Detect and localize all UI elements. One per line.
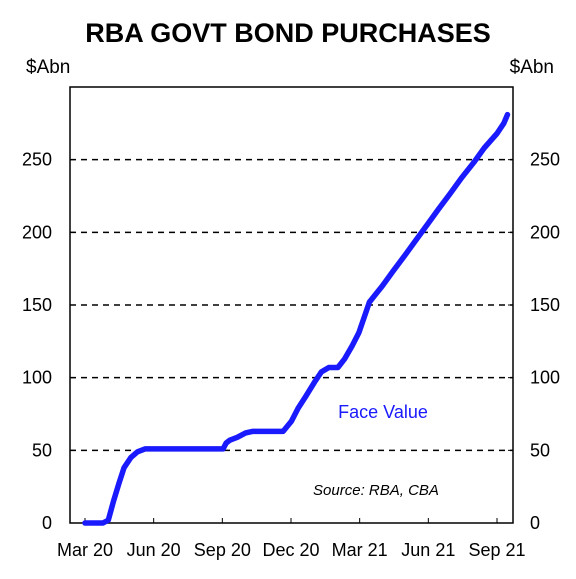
x-ticks: Mar 20 Jun 20 Sep 20 Dec 20 Mar 21 Jun 21 Sep …: [57, 518, 526, 560]
x-tick-label-3: Dec 20: [262, 540, 319, 560]
x-tick-label-0: Mar 20: [57, 540, 113, 560]
y-tick-label-left-150: 150: [22, 295, 52, 315]
y-axis-unit-right: $Abn: [510, 57, 554, 78]
x-tick-label-6: Sep 21: [468, 540, 525, 560]
y-tick-label-left-50: 50: [32, 440, 52, 460]
y-tick-label-right-200: 200: [530, 222, 560, 242]
y-tick-label-left-250: 250: [22, 150, 52, 170]
x-tick-label-5: Jun 21: [401, 540, 455, 560]
chart-title: RBA GOVT BOND PURCHASES: [85, 18, 491, 48]
x-tick-label-1: Jun 20: [127, 540, 181, 560]
y-tick-label-right-0: 0: [530, 513, 540, 533]
y-axis-unit-left: $Abn: [26, 57, 70, 78]
gridlines: [70, 158, 513, 452]
x-tick-label-2: Sep 20: [194, 540, 251, 560]
y-tick-label-right-250: 250: [530, 150, 560, 170]
y-tick-label-left-100: 100: [22, 368, 52, 388]
y-tick-label-left-0: 0: [42, 513, 52, 533]
x-tick-label-4: Mar 21: [332, 540, 388, 560]
y-tick-label-right-150: 150: [530, 295, 560, 315]
y-tick-label-right-50: 50: [530, 440, 550, 460]
y-tick-label-left-200: 200: [22, 222, 52, 242]
source-note: Source: RBA, CBA: [313, 482, 439, 499]
series-label-face-value: Face Value: [338, 402, 428, 422]
y-ticks: 0 0 50 50 100 100 150 150 200 200 250 250: [22, 150, 560, 533]
series-line-face-value: [82, 111, 511, 526]
y-tick-label-right-100: 100: [530, 368, 560, 388]
